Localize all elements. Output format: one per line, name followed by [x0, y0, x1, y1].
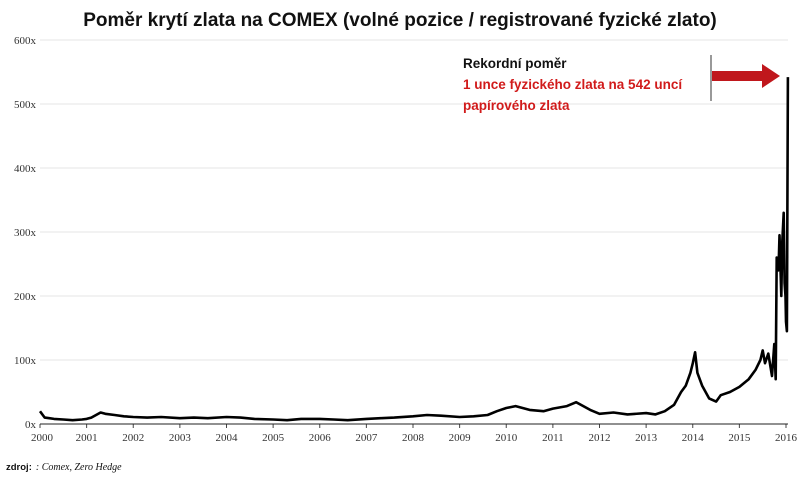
x-tick-label: 2003: [169, 432, 192, 444]
x-tick-label: 2011: [542, 432, 564, 444]
arrow-head: [762, 64, 780, 88]
x-tick-label: 2007: [355, 432, 378, 444]
record-annotation: Rekordní poměr 1 unce fyzického zlata na…: [463, 55, 780, 113]
arrow-body: [712, 71, 764, 81]
y-tick-label: 100x: [14, 355, 37, 367]
y-tick-label: 300x: [14, 227, 37, 239]
x-tick-label: 2001: [76, 432, 98, 444]
gridlines: [40, 39, 788, 361]
x-tick-label: 2006: [309, 432, 332, 444]
x-tick-label: 2012: [589, 432, 611, 444]
series-line: [38, 77, 790, 422]
x-tick-label: 2000: [31, 432, 54, 444]
x-tick-label: 2013: [635, 432, 658, 444]
x-tick-label: 2002: [122, 432, 144, 444]
y-tick-label: 0x: [25, 419, 37, 431]
source-note: zdroj:: Comex, Zero Hedge: [6, 462, 122, 473]
x-axis: 2000 2001 2002 2003 2004 2005 2006 2007 2008 2009…: [31, 424, 798, 444]
x-tick-label: 2008: [402, 432, 425, 444]
x-tick-label: 2015: [728, 432, 751, 444]
x-tick-label: 2004: [216, 432, 239, 444]
annotation-record: Rekordní poměr: [463, 56, 567, 71]
annotation-paper-gold: papírového zlata: [463, 98, 570, 113]
y-tick-label: 500x: [14, 99, 37, 111]
x-tick-label: 2005: [262, 432, 285, 444]
source-value: : Comex, Zero Hedge: [35, 462, 122, 473]
source-label: zdroj:: [6, 462, 32, 473]
y-tick-label: 400x: [14, 163, 37, 175]
chart-title: Poměr krytí zlata na COMEX (volné pozice…: [83, 10, 717, 31]
y-axis: 0x 100x 200x 300x 400x 500x 600x: [14, 35, 37, 431]
y-tick-label: 600x: [14, 35, 37, 47]
y-tick-label: 200x: [14, 291, 37, 303]
x-tick-label: 2016: [775, 432, 798, 444]
x-tick-label: 2014: [682, 432, 705, 444]
x-tick-label: 2009: [449, 432, 472, 444]
annotation-ratio: 1 unce fyzického zlata na 542 uncí: [463, 77, 683, 92]
x-tick-label: 2010: [495, 432, 518, 444]
